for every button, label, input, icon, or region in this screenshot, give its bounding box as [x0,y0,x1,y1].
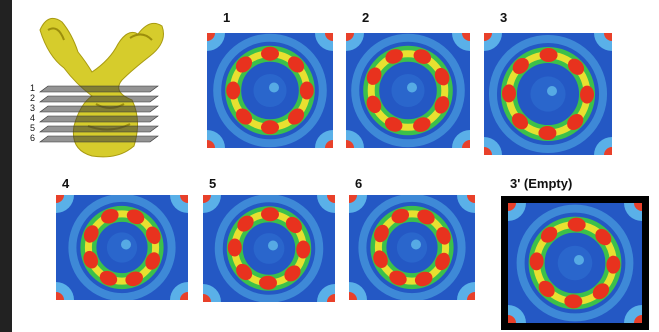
figure: 123456 1234563' (Empty) [0,0,659,332]
panel-label: 6 [355,176,362,191]
panel-label: 2 [362,10,369,25]
density-map [185,177,353,320]
slice [40,106,158,112]
slice [40,116,158,122]
slice-label: 4 [30,113,35,123]
density-map [466,15,630,173]
panel-label: 5 [209,176,216,191]
density-map [490,185,659,332]
density-map [331,177,493,318]
slice [40,86,158,92]
slice-label: 5 [30,123,35,133]
red-blob [300,82,314,100]
slice-label: 6 [30,133,35,143]
slice-label: 3 [30,103,35,113]
center-spot [121,240,131,250]
panel-label: 3' (Empty) [510,176,572,191]
density-map [38,177,206,318]
slice [40,126,158,132]
center-spot [547,86,557,96]
density-map [328,15,488,166]
center-spot [268,241,278,251]
panel-label: 3 [500,10,507,25]
slice-label: 2 [30,93,35,103]
center-spot [411,240,421,250]
panel-label: 1 [223,10,230,25]
center-spot [269,83,279,93]
red-blob [261,120,279,134]
center-spot [574,255,584,265]
slice [40,136,158,142]
red-blob [261,47,279,61]
panel-label: 4 [62,176,70,191]
center-spot [407,83,417,93]
slice-label: 1 [30,83,35,93]
left-edge [0,0,12,332]
red-blob [226,82,240,100]
density-map [189,15,351,166]
slice [40,96,158,102]
